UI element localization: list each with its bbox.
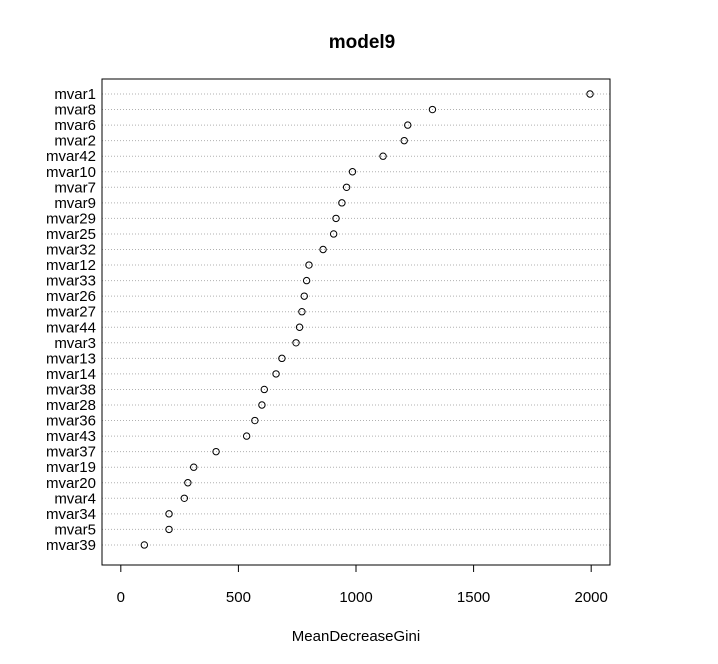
category-label-mvar14: mvar14 (46, 366, 96, 383)
data-point-mvar26 (300, 292, 308, 300)
category-label-mvar25: mvar25 (46, 226, 96, 243)
category-label-mvar27: mvar27 (46, 304, 96, 321)
category-label-mvar32: mvar32 (46, 242, 96, 259)
category-label-mvar33: mvar33 (46, 273, 96, 290)
category-label-mvar19: mvar19 (46, 459, 96, 476)
data-point-mvar3 (292, 339, 300, 347)
data-point-mvar42 (379, 152, 387, 160)
category-labels: mvar1mvar8mvar6mvar2mvar42mvar10mvar7mva… (46, 86, 96, 554)
data-point-mvar5 (165, 525, 173, 534)
data-point-mvar32 (319, 245, 327, 254)
category-label-mvar26: mvar26 (46, 288, 96, 305)
category-label-mvar10: mvar10 (46, 164, 96, 181)
category-label-mvar42: mvar42 (46, 148, 96, 165)
category-label-mvar13: mvar13 (46, 350, 96, 367)
data-point-mvar28 (258, 401, 266, 409)
x-axis-label: MeanDecreaseGini (292, 628, 420, 645)
category-label-mvar5: mvar5 (54, 521, 96, 538)
data-point-mvar36 (251, 416, 259, 425)
data-point-mvar8 (428, 105, 437, 114)
category-label-mvar12: mvar12 (46, 257, 96, 274)
data-point-mvar38 (260, 385, 268, 394)
data-point-mvar6 (404, 121, 412, 129)
data-point-mvar2 (400, 136, 408, 145)
data-point-mvar4 (180, 494, 189, 502)
category-label-mvar37: mvar37 (46, 444, 96, 461)
category-label-mvar43: mvar43 (46, 428, 96, 445)
category-label-mvar28: mvar28 (46, 397, 96, 414)
x-tick-label: 2000 (574, 589, 607, 606)
category-label-mvar4: mvar4 (54, 490, 96, 507)
x-tick-label: 1000 (339, 589, 372, 606)
data-point-mvar44 (295, 323, 304, 331)
data-point-mvar25 (329, 230, 338, 238)
category-label-mvar1: mvar1 (54, 86, 96, 103)
category-label-mvar20: mvar20 (46, 475, 96, 492)
data-point-mvar9 (338, 199, 346, 207)
data-point-mvar19 (190, 463, 198, 471)
data-point-mvar33 (302, 276, 311, 285)
x-axis: 0 500 1000 1500 2000 (117, 564, 608, 606)
data-point-mvar34 (165, 510, 173, 518)
category-label-mvar7: mvar7 (54, 179, 96, 196)
data-point-mvar13 (278, 354, 286, 363)
data-point-mvar14 (272, 370, 280, 378)
chart-title: model9 (329, 32, 396, 53)
category-label-mvar36: mvar36 (46, 413, 96, 430)
data-point-mvar12 (305, 261, 313, 269)
category-label-mvar38: mvar38 (46, 381, 96, 398)
data-point-mvar37 (212, 447, 220, 456)
category-label-mvar6: mvar6 (54, 117, 96, 134)
data-point-mvar43 (242, 432, 251, 440)
data-points (140, 90, 594, 549)
plot-frame (101, 78, 611, 566)
x-tick-label: 1500 (457, 589, 490, 606)
category-label-mvar44: mvar44 (46, 319, 96, 336)
data-point-mvar20 (184, 479, 192, 487)
x-tick-label: 500 (226, 589, 251, 606)
category-label-mvar3: mvar3 (54, 335, 96, 352)
data-point-mvar1 (586, 90, 594, 98)
category-label-mvar29: mvar29 (46, 210, 96, 227)
category-label-mvar9: mvar9 (54, 195, 96, 212)
category-label-mvar39: mvar39 (46, 537, 96, 554)
data-point-mvar39 (140, 541, 149, 549)
category-label-mvar2: mvar2 (54, 133, 96, 150)
data-point-mvar27 (298, 308, 306, 316)
data-point-mvar7 (342, 183, 351, 192)
data-point-mvar29 (332, 214, 340, 223)
grid-lines (102, 93, 610, 546)
x-tick-label: 0 (117, 589, 125, 606)
category-label-mvar8: mvar8 (54, 102, 96, 119)
category-label-mvar34: mvar34 (46, 506, 96, 523)
data-point-mvar10 (348, 168, 357, 176)
